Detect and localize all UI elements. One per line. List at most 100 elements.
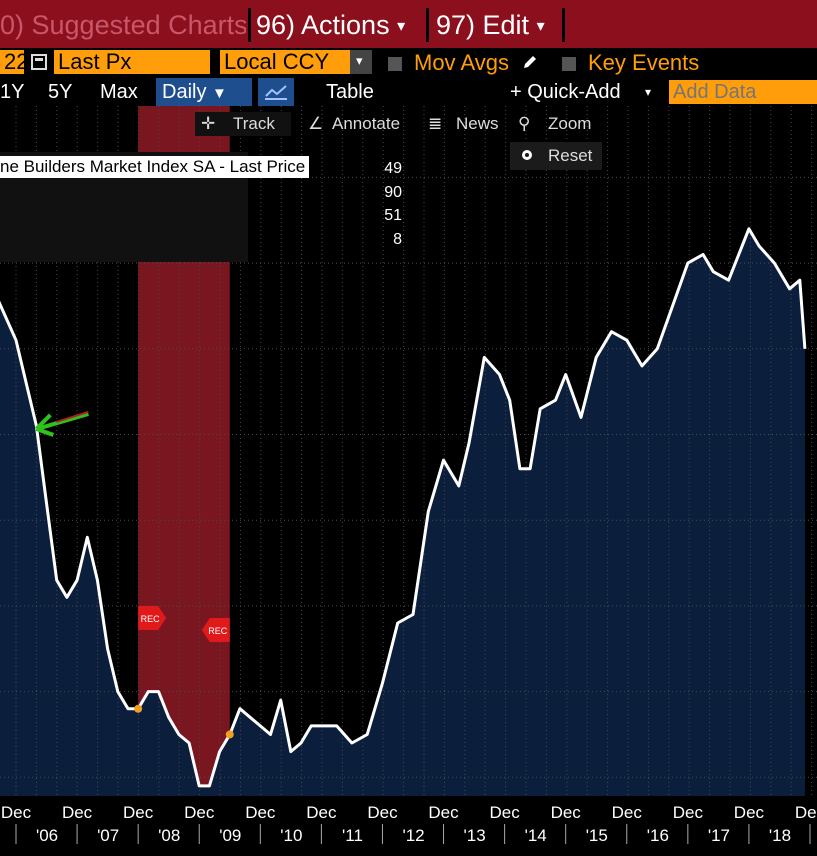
reset-icon — [522, 150, 532, 160]
pencil-icon[interactable] — [522, 54, 538, 70]
gridlines — [0, 106, 817, 796]
x-tick-month: Dec — [123, 803, 154, 822]
x-tick-month: Dec — [673, 803, 704, 822]
edit-button[interactable]: 97) Edit ▾ — [436, 8, 545, 42]
range-1y-button[interactable]: 1Y — [0, 81, 25, 103]
recession-point — [134, 704, 143, 713]
range-toolbar: 1Y 5Y Max Daily ▼ Table + Quick-Add ▾ — [0, 78, 817, 106]
legend-value-avg: 51 — [384, 207, 402, 224]
chevron-down-icon: ▾ — [356, 53, 363, 68]
start-date-field[interactable]: 22 — [0, 50, 24, 74]
annotation-stroke — [56, 410, 89, 423]
currency-selector[interactable]: Local CCY — [220, 50, 350, 74]
legend-value-high: 90 — [384, 184, 402, 201]
track-tool[interactable]: ✛ Track — [195, 112, 291, 136]
x-tick-month: Dec — [1, 803, 32, 822]
rec-flag-label: REC — [141, 614, 161, 624]
reset-button[interactable]: Reset — [510, 142, 602, 170]
top-menu-bar: 0) Suggested Charts 96) Actions ▾ 97) Ed… — [0, 0, 817, 48]
line-chart-button[interactable] — [258, 78, 294, 106]
x-tick-month: Dec — [734, 803, 765, 822]
recession-markers: REC REC — [134, 606, 234, 739]
x-tick-year: '08 — [158, 826, 180, 845]
reset-label: Reset — [548, 146, 593, 165]
range-5y-button[interactable]: 5Y — [48, 81, 73, 103]
legend-value-low: 8 — [393, 231, 402, 248]
annotate-icon: ∠ — [308, 114, 324, 133]
period-selector[interactable]: Daily ▼ — [156, 78, 252, 106]
mov-avgs-checkbox[interactable] — [388, 57, 402, 71]
add-data-input[interactable] — [669, 80, 817, 104]
x-tick-month: Dec — [551, 803, 582, 822]
x-tick-year: '12 — [402, 826, 424, 845]
recession-point — [225, 730, 234, 739]
news-tool[interactable]: ≣ News — [420, 112, 506, 136]
rec-flag-label: REC — [208, 626, 228, 636]
x-axis-background — [0, 796, 817, 856]
x-tick-year: '16 — [647, 826, 669, 845]
key-events-label: Key Events — [588, 50, 700, 75]
x-tick-year: '11 — [342, 826, 363, 845]
x-tick-year: '13 — [464, 826, 486, 845]
x-tick-month: Dec — [367, 803, 398, 822]
field-selector[interactable]: Last Px — [54, 50, 210, 74]
x-tick-month: Dec — [184, 803, 215, 822]
calendar-icon[interactable] — [31, 54, 47, 70]
actions-button[interactable]: 96) Actions ▾ — [256, 8, 405, 42]
x-tick-month: Dec — [489, 803, 520, 822]
arrow-shaft — [39, 412, 89, 430]
currency-dropdown-button[interactable]: ▾ — [350, 50, 372, 74]
crosshair-icon: ✛ — [201, 114, 216, 133]
menu-divider — [562, 8, 565, 42]
x-tick-month: Dec — [612, 803, 643, 822]
range-max-button[interactable]: Max — [100, 81, 138, 103]
x-tick-month: Dec — [62, 803, 93, 822]
period-label: Daily — [162, 81, 207, 103]
rec-flag-icon — [201, 618, 230, 642]
chart-settings-bar: 22 Last Px Local CCY ▾ Mov Avgs Key Even… — [0, 48, 817, 76]
quick-add-button[interactable]: + Quick-Add — [510, 81, 621, 103]
line-chart-icon — [265, 85, 287, 100]
rec-flag-icon — [138, 606, 167, 630]
legend-value-last: 49 — [384, 160, 402, 177]
x-axis: Dec05Dec'06Dec'07Dec'08Dec'09Dec'10Dec'1… — [0, 796, 817, 856]
legend-series-title[interactable]: ne Builders Market Index SA - Last Price — [0, 156, 310, 178]
annotate-label: Annotate — [332, 114, 401, 133]
table-button[interactable]: Table — [326, 81, 374, 103]
mov-avgs-label: Mov Avgs — [414, 50, 509, 75]
x-tick-year: '14 — [525, 826, 547, 845]
annotation-arrow-icon — [34, 410, 89, 437]
x-tick-month: Dec — [428, 803, 459, 822]
x-tick-month: Dec — [306, 803, 337, 822]
x-tick-year: '18 — [769, 826, 791, 845]
news-label: News — [456, 114, 499, 133]
edit-label: 97) Edit — [436, 10, 530, 40]
zoom-tool[interactable]: ⚲ Zoom — [510, 112, 602, 136]
suggested-charts-button[interactable]: 0) Suggested Charts — [0, 10, 246, 40]
zoom-icon: ⚲ — [518, 114, 531, 133]
price-chart[interactable]: REC REC Dec05Dec'06Dec'07Dec'08Dec'09Dec'… — [0, 106, 817, 856]
x-tick-year: '17 — [708, 826, 730, 845]
chevron-down-icon[interactable]: ▾ — [645, 85, 652, 99]
series-line — [0, 227, 807, 788]
news-icon: ≣ — [428, 114, 443, 133]
track-label: Track — [233, 114, 275, 133]
series-area — [0, 228, 805, 796]
menu-divider — [426, 8, 429, 42]
x-tick-month: Dec — [795, 803, 817, 822]
triangle-down-icon: ▼ — [212, 85, 227, 102]
key-events-checkbox[interactable] — [562, 57, 576, 71]
x-tick-month: Dec — [245, 803, 276, 822]
x-tick-year: '10 — [280, 826, 302, 845]
menu-divider — [248, 8, 251, 42]
actions-label: 96) Actions — [256, 10, 390, 40]
x-tick-year: '07 — [97, 826, 119, 845]
chevron-down-icon: ▾ — [536, 17, 545, 35]
x-tick-year: '06 — [36, 826, 58, 845]
annotate-tool[interactable]: ∠ Annotate — [298, 112, 410, 136]
zoom-label: Zoom — [548, 114, 592, 133]
x-tick-year: '15 — [586, 826, 608, 845]
arrow-head — [34, 413, 55, 437]
x-tick-year: '09 — [219, 826, 241, 845]
chevron-down-icon: ▾ — [397, 17, 406, 35]
